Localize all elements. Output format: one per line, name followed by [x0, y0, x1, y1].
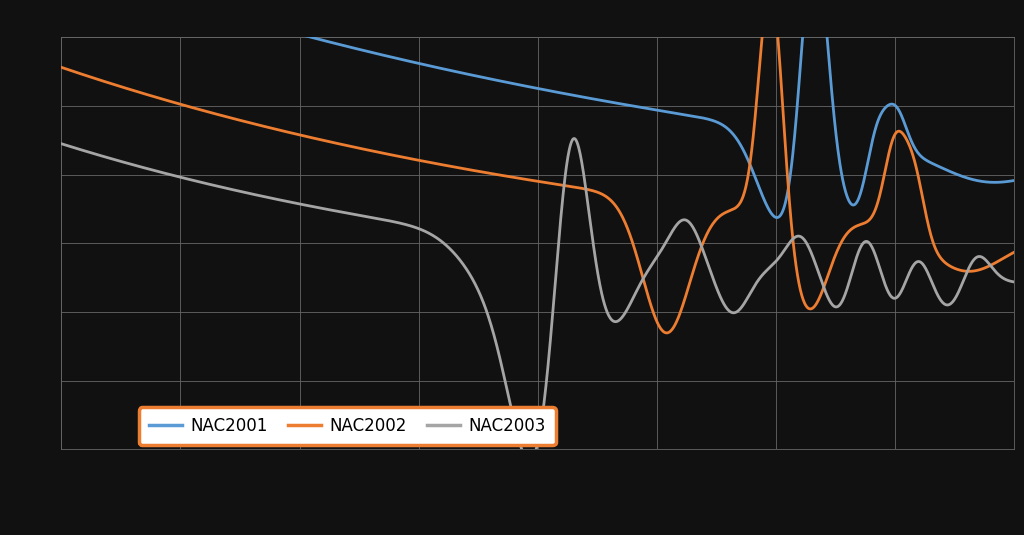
Legend: NAC2001, NAC2002, NAC2003: NAC2001, NAC2002, NAC2003 [138, 407, 556, 445]
